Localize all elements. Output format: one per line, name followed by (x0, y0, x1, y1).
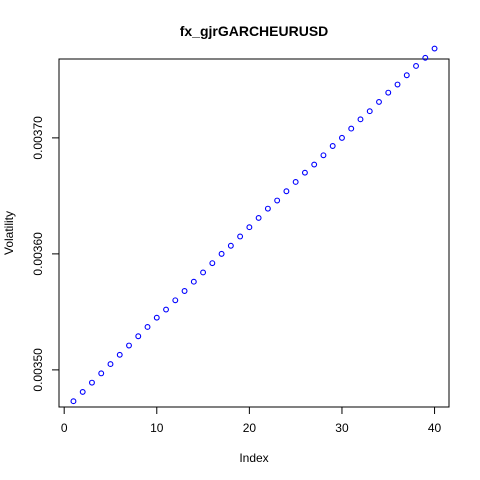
data-point (386, 90, 391, 95)
data-point (154, 315, 159, 320)
data-point (432, 46, 437, 51)
chart-title: fx_gjrGARCHEURUSD (180, 23, 329, 39)
data-point (90, 380, 95, 385)
data-point (136, 334, 141, 339)
data-point (349, 126, 354, 131)
data-point (164, 307, 169, 312)
x-tick-label: 20 (243, 421, 257, 435)
data-point (219, 251, 224, 256)
data-point (423, 55, 428, 60)
data-point (265, 206, 270, 211)
data-point (173, 298, 178, 303)
y-axis: 0.00350 0.00360 0.00370 (31, 116, 59, 392)
x-tick-label: 10 (150, 421, 164, 435)
data-point (275, 198, 280, 203)
data-point (321, 153, 326, 158)
y-tick-label: 0.00370 (31, 116, 45, 160)
data-point (303, 170, 308, 175)
data-point (377, 100, 382, 105)
data-point (238, 234, 243, 239)
data-point (117, 352, 122, 357)
y-tick-label: 0.00350 (31, 348, 45, 392)
data-point (367, 109, 372, 114)
data-point (108, 362, 113, 367)
data-point (293, 180, 298, 185)
data-point (80, 390, 85, 395)
data-point (145, 325, 150, 330)
y-axis-label: Volatility (2, 211, 16, 255)
data-point (284, 189, 289, 194)
x-tick-label: 0 (61, 421, 68, 435)
data-point (201, 270, 206, 275)
data-point (414, 64, 419, 69)
data-point (247, 225, 252, 230)
data-point (99, 371, 104, 376)
x-axis-label: Index (239, 451, 268, 465)
data-point (404, 73, 409, 78)
data-point (228, 243, 233, 248)
data-point (256, 216, 261, 221)
data-point (358, 117, 363, 122)
data-point (330, 144, 335, 149)
x-tick-label: 40 (428, 421, 442, 435)
data-point (71, 399, 76, 404)
data-point (191, 279, 196, 284)
data-point (127, 343, 132, 348)
x-axis: 0 10 20 30 40 (61, 407, 442, 435)
data-point (312, 162, 317, 167)
data-point (340, 135, 345, 140)
x-tick-label: 30 (335, 421, 349, 435)
data-point (210, 261, 215, 266)
data-points (71, 46, 437, 403)
data-point (395, 82, 400, 87)
data-point (182, 289, 187, 294)
y-tick-label: 0.00360 (31, 232, 45, 276)
